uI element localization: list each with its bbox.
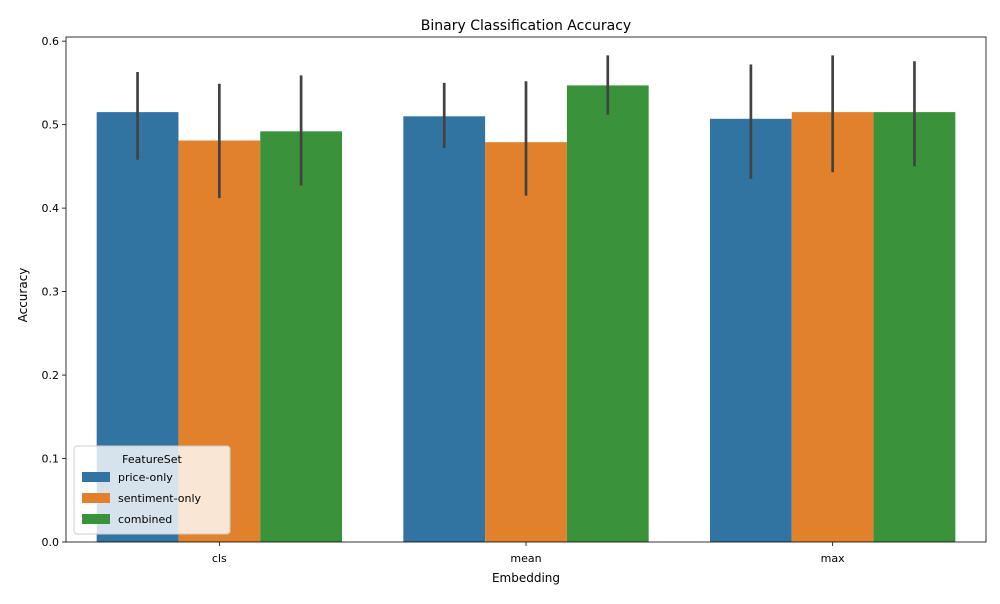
y-axis-label: Accuracy: [16, 268, 30, 323]
legend-box: [73, 445, 231, 535]
y-tick-label: 0.6: [42, 35, 60, 48]
legend-swatch-sentiment-only: [82, 493, 110, 503]
x-tick-label: max: [821, 552, 845, 565]
chart-title: Binary Classification Accuracy: [421, 18, 631, 34]
y-tick-label: 0.0: [42, 536, 60, 549]
bar-sentiment-only-max: [791, 112, 874, 543]
bar-sentiment-only-mean: [485, 142, 567, 542]
x-tick-label: cls: [212, 552, 227, 565]
bar-combined-cls: [260, 131, 342, 542]
bar-combined-mean: [566, 85, 649, 543]
y-tick-label: 0.1: [42, 453, 60, 466]
y-tick-label: 0.2: [42, 369, 60, 382]
legend-label-combined: combined: [118, 513, 172, 526]
legend-label-sentiment-only: sentiment-only: [118, 492, 202, 505]
legend-label-price-only: price-only: [118, 471, 173, 484]
legend-swatch-price-only: [82, 472, 110, 482]
bar-combined-max: [873, 112, 956, 543]
x-tick-label: mean: [510, 552, 541, 565]
x-axis-label: Embedding: [492, 571, 560, 585]
bar-price-only-mean: [403, 116, 486, 543]
y-tick-label: 0.4: [42, 202, 60, 215]
legend-swatch-combined: [82, 514, 110, 524]
bar-price-only-max: [710, 118, 792, 543]
legend-title: FeatureSet: [122, 453, 182, 466]
y-tick-label: 0.3: [42, 286, 60, 299]
y-tick-label: 0.5: [42, 119, 60, 132]
